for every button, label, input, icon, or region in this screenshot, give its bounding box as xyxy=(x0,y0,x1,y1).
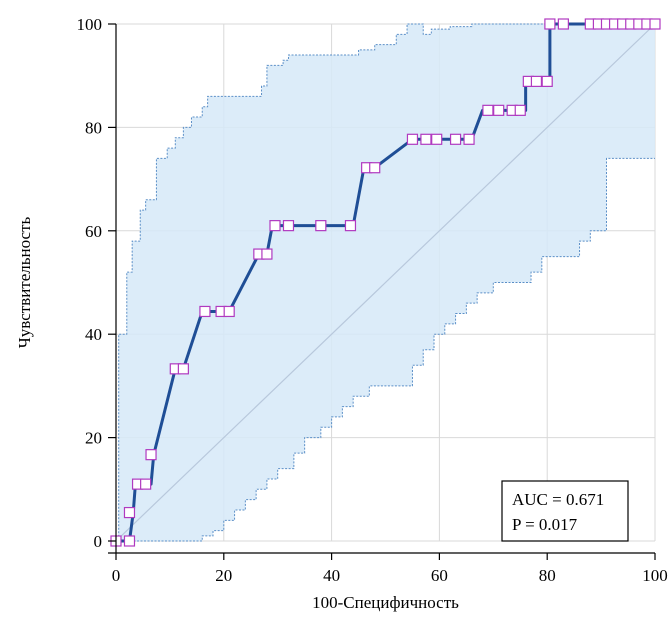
roc-marker xyxy=(493,104,505,116)
roc-marker xyxy=(449,133,462,145)
roc-marker xyxy=(145,449,157,461)
x-tick-label: 100 xyxy=(642,566,668,585)
stat-box-frame xyxy=(501,480,629,542)
reference-diagonal xyxy=(115,23,656,542)
x-tick-label: 40 xyxy=(323,566,340,585)
roc-marker xyxy=(463,133,475,145)
roc-marker xyxy=(123,506,136,519)
roc-marker xyxy=(282,220,295,232)
roc-marker xyxy=(406,133,419,145)
y-tick-label: 60 xyxy=(85,222,102,241)
roc-marker xyxy=(123,535,136,547)
x-tick-label: 0 xyxy=(112,566,121,585)
roc-marker xyxy=(541,75,553,87)
y-tick-labels: 0 20 40 60 80 100 xyxy=(77,15,103,551)
roc-marker xyxy=(223,305,235,318)
roc-markers xyxy=(110,18,661,547)
roc-marker xyxy=(431,133,443,145)
roc-marker xyxy=(261,248,273,260)
x-axis-title: 100-Специфичность xyxy=(312,593,459,612)
x-tick-label: 60 xyxy=(431,566,448,585)
roc-marker xyxy=(344,220,357,232)
roc-marker xyxy=(199,305,211,318)
x-tick-labels: 0 20 40 60 80 100 xyxy=(112,566,668,585)
roc-marker xyxy=(530,75,543,87)
roc-marker xyxy=(177,363,189,375)
p-value-label: P = 0.017 xyxy=(512,515,578,534)
roc-marker xyxy=(544,18,556,30)
roc-marker xyxy=(420,133,432,145)
roc-marker xyxy=(557,18,569,30)
y-axis-title: Чувствительность xyxy=(15,216,34,348)
axes xyxy=(108,23,656,560)
y-tick-label: 0 xyxy=(94,532,103,551)
roc-marker xyxy=(649,18,661,30)
roc-marker xyxy=(140,478,152,490)
roc-marker xyxy=(269,220,281,232)
roc-marker xyxy=(514,104,526,116)
stat-box: AUC = 0.671 P = 0.017 xyxy=(501,480,629,542)
roc-marker xyxy=(369,162,381,174)
x-tick-label: 20 xyxy=(215,566,232,585)
roc-marker xyxy=(315,220,327,232)
y-tick-label: 80 xyxy=(85,118,102,137)
confidence-band-upper xyxy=(116,23,655,542)
roc-marker xyxy=(482,104,494,116)
x-tick-label: 80 xyxy=(539,566,556,585)
y-tick-label: 100 xyxy=(77,15,103,34)
y-tick-label: 20 xyxy=(85,429,102,448)
auc-label: AUC = 0.671 xyxy=(512,490,604,509)
confidence-band-lower xyxy=(116,157,655,542)
y-tick-label: 40 xyxy=(85,325,102,344)
